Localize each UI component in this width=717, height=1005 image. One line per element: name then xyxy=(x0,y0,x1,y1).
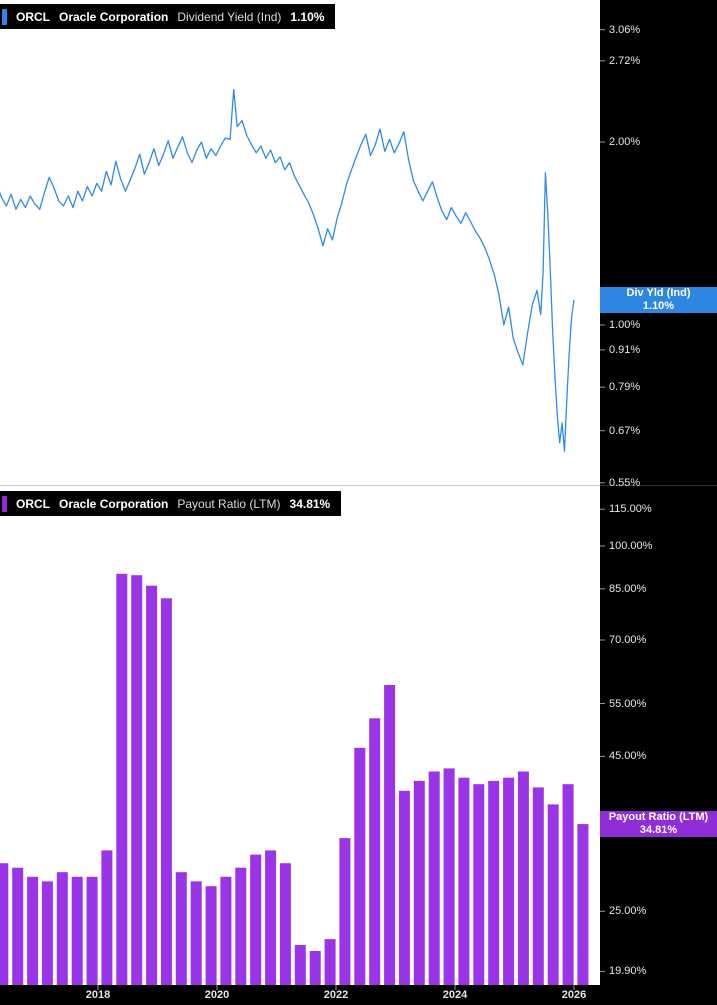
payout-ratio-bar xyxy=(428,771,440,985)
payout-ratio-bar xyxy=(279,863,291,985)
payout-ratio-bar xyxy=(517,771,529,985)
payout-ratio-bar xyxy=(27,876,39,985)
payout-ratio-bar xyxy=(354,747,366,985)
x-axis-label: 2026 xyxy=(561,989,587,1001)
series-accent-bar-purple xyxy=(2,495,7,512)
y-axis-label: 0.55% xyxy=(609,476,641,489)
y-axis-label: 85.00% xyxy=(609,582,647,595)
x-axis-label: 2018 xyxy=(85,989,111,1001)
payout-ratio-bar xyxy=(488,780,500,985)
payout-ratio-bar xyxy=(339,838,351,985)
y-axis-label: 2.72% xyxy=(609,54,641,67)
payout-ratio-bar xyxy=(384,685,396,985)
metric-value: 1.10% xyxy=(290,9,325,24)
dividend-yield-line xyxy=(0,88,575,452)
payout-ratio-bar xyxy=(71,876,83,985)
badge-value-label: 1.10% xyxy=(642,299,675,312)
payout-ratio-bar xyxy=(398,790,410,985)
payout-ratio-bar xyxy=(547,804,559,985)
y-axis-label: 0.91% xyxy=(609,343,641,356)
y-axis-label: 1.00% xyxy=(609,319,641,331)
payout-ratio-bar xyxy=(190,881,202,985)
x-axis-label: 2022 xyxy=(323,989,349,1001)
payout-ratio-last-value-badge: Payout Ratio (LTM) 34.81% xyxy=(600,811,717,838)
payout-ratio-bar xyxy=(86,876,98,985)
payout-ratio-plot-area[interactable] xyxy=(0,485,600,985)
payout-ratio-bar xyxy=(473,784,485,985)
ticker-symbol: ORCL xyxy=(16,496,50,511)
payout-ratio-bar xyxy=(12,867,24,985)
badge-series-label: Div Yld (Ind) xyxy=(626,286,691,299)
div-yld-last-value-badge: Div Yld (Ind) 1.10% xyxy=(600,286,717,313)
payout-ratio-bar xyxy=(577,824,589,985)
payout-ratio-header[interactable]: ORCL Oracle Corporation Payout Ratio (LT… xyxy=(0,491,342,516)
company-name: Oracle Corporation xyxy=(59,496,169,511)
badge-series-label: Payout Ratio (LTM) xyxy=(608,811,709,824)
x-axis-label: 2024 xyxy=(442,989,468,1001)
y-axis-label: 2.00% xyxy=(609,136,641,148)
payout-ratio-bar xyxy=(532,787,544,985)
payout-ratio-bar xyxy=(294,945,306,985)
payout-ratio-bar xyxy=(324,939,336,985)
y-axis-label: 3.06% xyxy=(609,23,641,36)
payout-ratio-bar xyxy=(0,863,9,985)
y-axis-label: 55.00% xyxy=(609,697,647,710)
y-axis-label: 19.90% xyxy=(609,965,647,978)
y-axis-label: 0.79% xyxy=(609,381,641,394)
payout-ratio-bar xyxy=(41,881,53,985)
dividend-yield-plot-area[interactable] xyxy=(0,0,600,485)
ticker-symbol: ORCL xyxy=(16,9,50,24)
payout-ratio-bar xyxy=(250,854,262,985)
x-axis-label: 2020 xyxy=(204,989,230,1001)
payout-ratio-bar xyxy=(205,886,217,985)
payout-ratio-bar xyxy=(265,850,277,985)
dividend-yield-header[interactable]: ORCL Oracle Corporation Dividend Yield (… xyxy=(0,4,336,29)
y-axis-label: 45.00% xyxy=(609,750,647,763)
payout-ratio-bar xyxy=(146,585,158,985)
payout-ratio-bar xyxy=(160,598,172,985)
metric-value: 34.81% xyxy=(289,496,331,511)
company-name: Oracle Corporation xyxy=(59,9,169,24)
payout-ratio-bar xyxy=(131,575,143,985)
metric-name: Payout Ratio (LTM) xyxy=(177,496,281,511)
y-axis-label: 100.00% xyxy=(609,540,653,552)
payout-ratio-bar xyxy=(443,768,455,985)
payout-ratio-bar xyxy=(503,777,515,985)
y-axis-label: 0.67% xyxy=(609,424,641,437)
metric-name: Dividend Yield (Ind) xyxy=(177,9,282,24)
payout-ratio-bar xyxy=(413,780,425,985)
payout-ratio-bar xyxy=(458,777,470,985)
payout-ratio-bar xyxy=(220,876,232,985)
payout-ratio-bar xyxy=(235,867,247,985)
payout-ratio-bar xyxy=(562,784,574,985)
y-axis-label: 25.00% xyxy=(609,905,647,918)
payout-ratio-bar xyxy=(101,850,113,985)
badge-value-label: 34.81% xyxy=(639,824,678,837)
payout-ratio-bar xyxy=(369,718,381,985)
payout-ratio-bar xyxy=(175,872,187,985)
y-axis-label: 115.00% xyxy=(609,503,652,516)
series-accent-bar-blue xyxy=(2,8,7,25)
payout-ratio-bar xyxy=(56,872,68,985)
payout-ratio-bar xyxy=(309,951,321,985)
y-axis-label: 70.00% xyxy=(609,634,647,646)
payout-ratio-bar xyxy=(116,573,128,985)
